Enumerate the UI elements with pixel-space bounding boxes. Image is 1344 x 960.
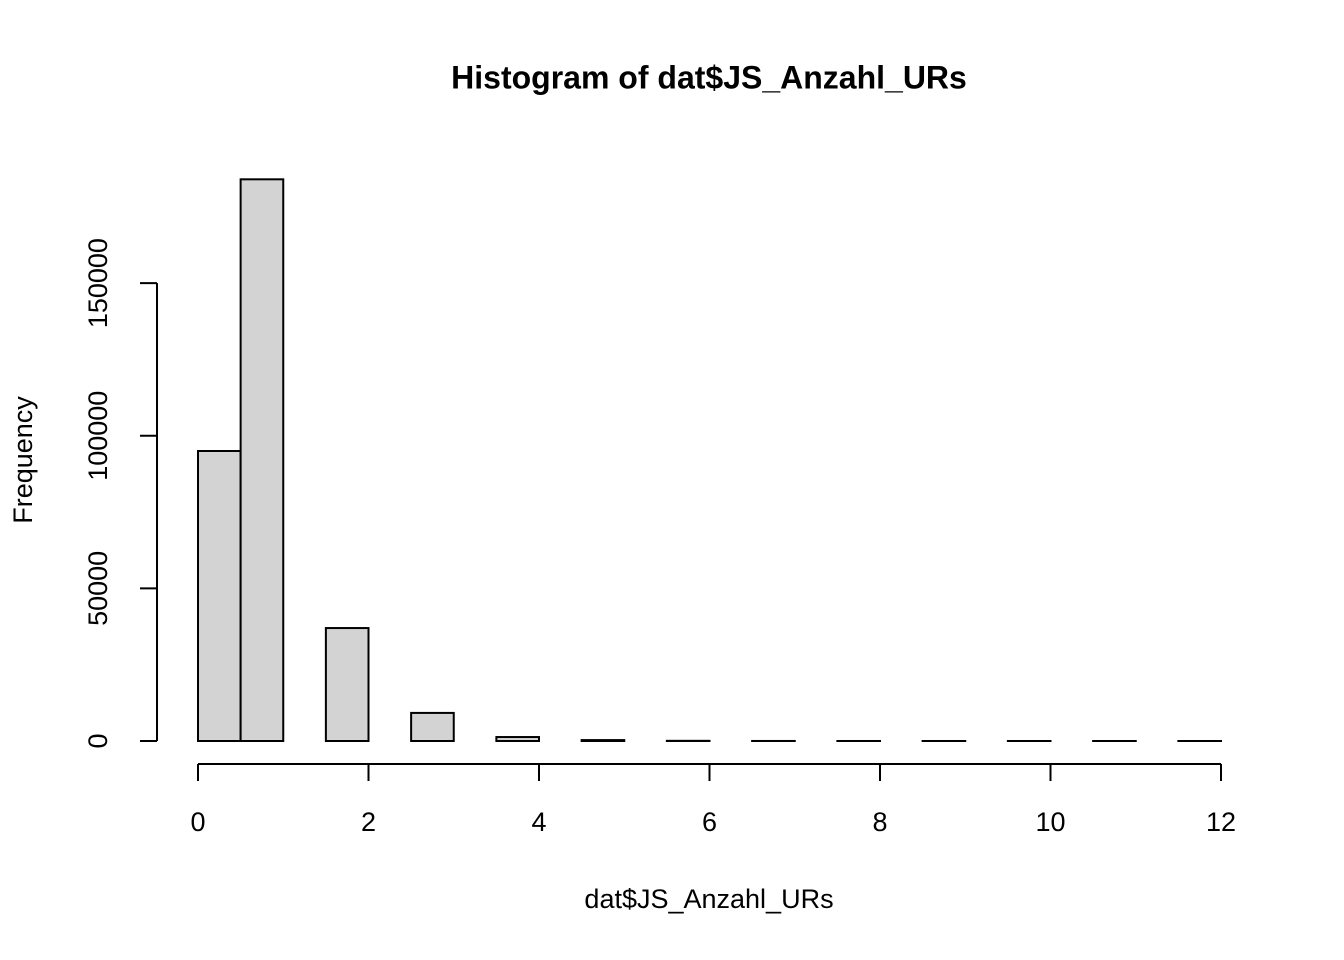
y-axis-label: Frequency — [8, 396, 38, 524]
x-tick-label: 10 — [1035, 807, 1065, 837]
bar — [580, 739, 626, 743]
bar — [324, 627, 370, 742]
bar — [495, 736, 540, 742]
x-tick-label: 2 — [361, 807, 376, 837]
chart-title: Histogram of dat$JS_Anzahl_URs — [451, 59, 967, 95]
x-tick-label: 12 — [1206, 807, 1236, 837]
y-tick-label: 0 — [83, 733, 113, 748]
bar — [197, 450, 242, 742]
x-axis-label: dat$JS_Anzahl_URs — [584, 884, 833, 914]
x-tick-label: 0 — [190, 807, 205, 837]
bar — [410, 711, 455, 742]
x-tick-label: 4 — [531, 807, 546, 837]
y-tick-label: 150000 — [83, 238, 113, 328]
x-tick-label: 6 — [702, 807, 717, 837]
bar — [239, 178, 285, 742]
x-tick-label: 8 — [872, 807, 887, 837]
y-tick-label: 50000 — [83, 551, 113, 626]
y-tick-label: 100000 — [83, 391, 113, 481]
